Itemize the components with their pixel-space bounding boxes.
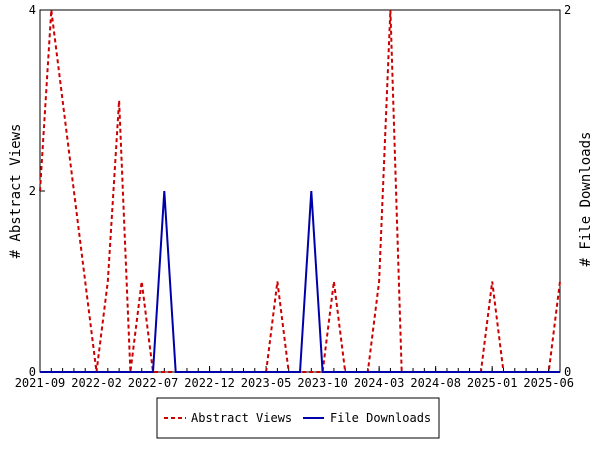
legend-box — [156, 397, 440, 439]
x-axis-tick-label: 2023-05 — [241, 376, 292, 390]
x-axis-tick-label: 2022-02 — [71, 376, 122, 390]
left-y-axis-tick-label: 2 — [29, 184, 36, 198]
legend-label-abstract-views: Abstract Views — [191, 411, 292, 425]
series-line-file-downloads — [40, 190, 560, 373]
legend-label-file-downloads: File Downloads — [330, 411, 431, 425]
x-axis-tick-label: 2025-06 — [523, 376, 574, 390]
plot-area — [39, 9, 561, 373]
x-axis-tick-label: 2022-12 — [184, 376, 235, 390]
x-axis-tick-label: 2024-08 — [410, 376, 461, 390]
right-y-axis-label: # File Downloads — [578, 132, 594, 267]
right-y-axis-tick-label: 0 — [564, 365, 571, 379]
x-axis-tick-label: 2025-01 — [467, 376, 518, 390]
left-y-axis-tick-label: 0 — [29, 365, 36, 379]
x-axis-tick-labels: 2021-09 2022-02 2022-07 2022-12 2023-05 2023-… — [15, 376, 574, 390]
right-y-axis-tick-label: 2 — [564, 3, 571, 17]
left-y-axis-tick-label: 4 — [29, 3, 36, 17]
x-axis-tick-label: 2024-03 — [354, 376, 405, 390]
x-axis-tick-label: 2023-10 — [297, 376, 348, 390]
series-layer — [39, 9, 561, 373]
left-y-axis-label: # Abstract Views — [8, 124, 24, 259]
legend: Abstract Views File Downloads — [156, 397, 440, 439]
x-axis-tick-label: 2022-07 — [128, 376, 179, 390]
x-axis-tick-label: 2021-09 — [15, 376, 66, 390]
